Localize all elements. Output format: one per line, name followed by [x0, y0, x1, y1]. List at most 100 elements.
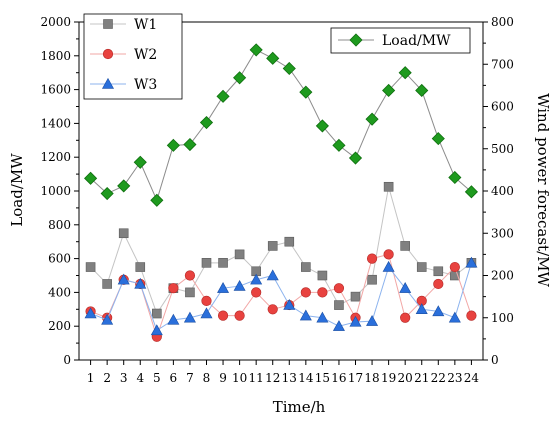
left-tick-label: 1600 — [40, 83, 71, 97]
x-tick-label: 2 — [103, 371, 111, 385]
data-point — [266, 269, 279, 281]
data-point — [283, 298, 296, 310]
legend-marker — [102, 48, 114, 60]
data-point — [448, 170, 462, 185]
data-point — [166, 138, 180, 152]
data-point — [85, 262, 96, 272]
data-point — [266, 51, 280, 65]
right-tick-label: 700 — [491, 57, 514, 71]
data-point — [301, 262, 311, 272]
data-point — [282, 61, 296, 76]
data-point — [152, 308, 162, 319]
data-point — [449, 261, 460, 273]
data-point — [332, 320, 345, 331]
right-tick-label: 400 — [491, 184, 514, 198]
data-point — [398, 66, 412, 80]
legend-label: W1 — [134, 17, 157, 33]
data-point — [118, 228, 129, 239]
x-tick-label: 23 — [447, 371, 462, 385]
x-tick-label: 6 — [170, 371, 178, 385]
data-point — [333, 283, 345, 294]
left-tick-label: 600 — [48, 252, 71, 266]
x-tick-label: 13 — [282, 371, 297, 385]
data-point — [415, 83, 429, 98]
x-tick-label: 12 — [265, 371, 280, 385]
legend-marker — [101, 77, 115, 89]
x-tick-label: 11 — [249, 371, 264, 385]
data-point — [464, 185, 478, 199]
legend-right: Load/MW — [330, 27, 471, 54]
data-point — [84, 307, 97, 319]
data-point — [150, 324, 163, 336]
legend-label: W3 — [134, 77, 157, 93]
x-tick-label: 9 — [219, 371, 227, 385]
left-tick-label: 1800 — [40, 49, 71, 63]
data-point — [399, 282, 412, 293]
right-tick-label: 0 — [491, 353, 499, 367]
data-point — [100, 186, 114, 201]
data-point — [201, 258, 212, 268]
data-point — [249, 43, 263, 57]
x-tick-label: 10 — [232, 371, 247, 385]
x-tick-label: 24 — [464, 371, 480, 385]
legend-left: W1 W2 W3 — [83, 13, 183, 100]
x-tick-label: 5 — [153, 371, 161, 385]
data-point — [299, 85, 313, 99]
data-point — [383, 249, 394, 260]
data-point — [365, 112, 379, 126]
right-axis: 0 100 200 300 400 500 600 700 800 — [483, 15, 514, 367]
data-point — [216, 89, 230, 103]
data-point — [184, 270, 196, 281]
data-point — [233, 71, 247, 85]
data-point — [448, 311, 461, 323]
left-tick-label: 1200 — [40, 150, 71, 164]
data-point — [284, 236, 295, 247]
left-tick-label: 800 — [48, 218, 71, 232]
data-point — [300, 287, 311, 298]
data-point — [348, 151, 363, 165]
legend-label: W2 — [134, 47, 157, 63]
data-point — [167, 313, 180, 325]
series-w2 — [85, 249, 477, 342]
x-tick-label: 17 — [348, 371, 363, 385]
data-point — [299, 309, 312, 321]
left-axis: 0 200 400 600 800 1000 1200 1400 1600 1800 2000 — [40, 15, 79, 367]
data-point — [382, 83, 396, 98]
series-line — [90, 253, 472, 339]
legend-marker — [103, 19, 113, 29]
data-point — [84, 171, 98, 185]
data-point — [133, 155, 147, 169]
series-load-mw — [84, 43, 478, 207]
data-point — [317, 287, 328, 298]
data-point — [217, 310, 229, 321]
x-tick-label: 4 — [136, 371, 144, 385]
data-point — [315, 119, 329, 133]
data-point — [431, 132, 445, 146]
x-tick-label: 18 — [364, 371, 379, 385]
right-tick-label: 200 — [491, 269, 514, 283]
data-point — [168, 283, 179, 294]
data-point — [185, 287, 195, 298]
data-point — [350, 291, 361, 302]
x-tick-label: 22 — [431, 371, 446, 385]
data-point — [465, 256, 478, 268]
data-point — [349, 315, 362, 327]
data-point — [433, 278, 444, 290]
data-point — [250, 273, 263, 285]
data-point — [135, 262, 146, 272]
right-tick-label: 300 — [491, 226, 514, 240]
left-tick-label: 200 — [48, 319, 71, 333]
data-point — [415, 303, 428, 315]
left-tick-label: 1400 — [40, 116, 71, 130]
x-tick-label: 20 — [398, 371, 413, 385]
data-point — [199, 115, 214, 130]
data-point — [316, 311, 329, 323]
right-axis-title: Wind power forecast/MW — [534, 93, 550, 287]
data-point — [383, 181, 394, 192]
data-point — [433, 266, 444, 277]
x-tick-label: 7 — [186, 371, 194, 385]
series-line — [90, 186, 472, 315]
x-axis: 1 2 3 4 5 6 7 8 9 10 11 12 13 14 15 16 17 18 19 20 21 22 23 24 — [87, 360, 480, 385]
data-point — [234, 310, 245, 321]
